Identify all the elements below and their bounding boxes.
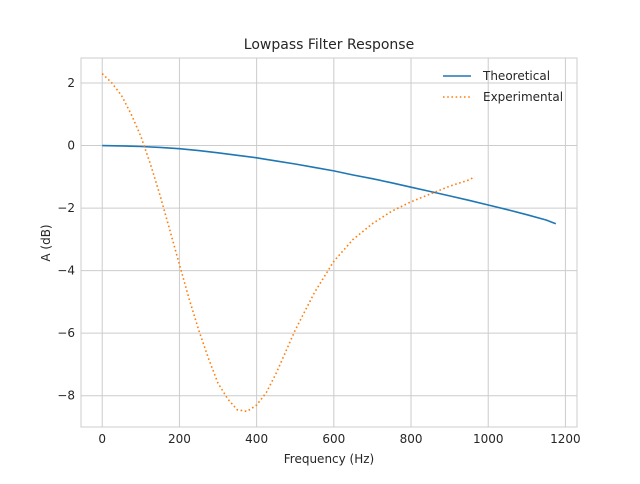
- y-tick-label: −8: [57, 389, 75, 403]
- x-tick-label: 200: [168, 432, 191, 446]
- tick-labels: 0 200 400 600 800 1000 1200 2 0 −2 −4 −6 −8: [57, 76, 580, 446]
- x-tick-label: 0: [98, 432, 106, 446]
- y-tick-label: −2: [57, 201, 75, 215]
- y-tick-label: 2: [67, 76, 75, 90]
- x-axis-label: Frequency (Hz): [284, 452, 375, 466]
- legend-label-experimental: Experimental: [483, 90, 563, 104]
- y-tick-label: 0: [67, 139, 75, 153]
- y-tick-label: −6: [57, 326, 75, 340]
- x-tick-label: 800: [400, 432, 423, 446]
- legend-label-theoretical: Theoretical: [482, 69, 550, 83]
- y-tick-label: −4: [57, 264, 75, 278]
- series-layer: [101, 73, 557, 413]
- legend: Theoretical Experimental: [443, 69, 563, 104]
- x-tick-label: 600: [322, 432, 345, 446]
- plot-frame: [80, 57, 578, 428]
- x-tick-label: 400: [245, 432, 268, 446]
- grid: [81, 58, 577, 427]
- y-axis-label: A (dB): [39, 224, 53, 261]
- x-tick-label: 1200: [550, 432, 581, 446]
- x-tick-label: 1000: [473, 432, 504, 446]
- series-line-theoretical: [102, 144, 557, 225]
- chart-title: Lowpass Filter Response: [244, 37, 414, 53]
